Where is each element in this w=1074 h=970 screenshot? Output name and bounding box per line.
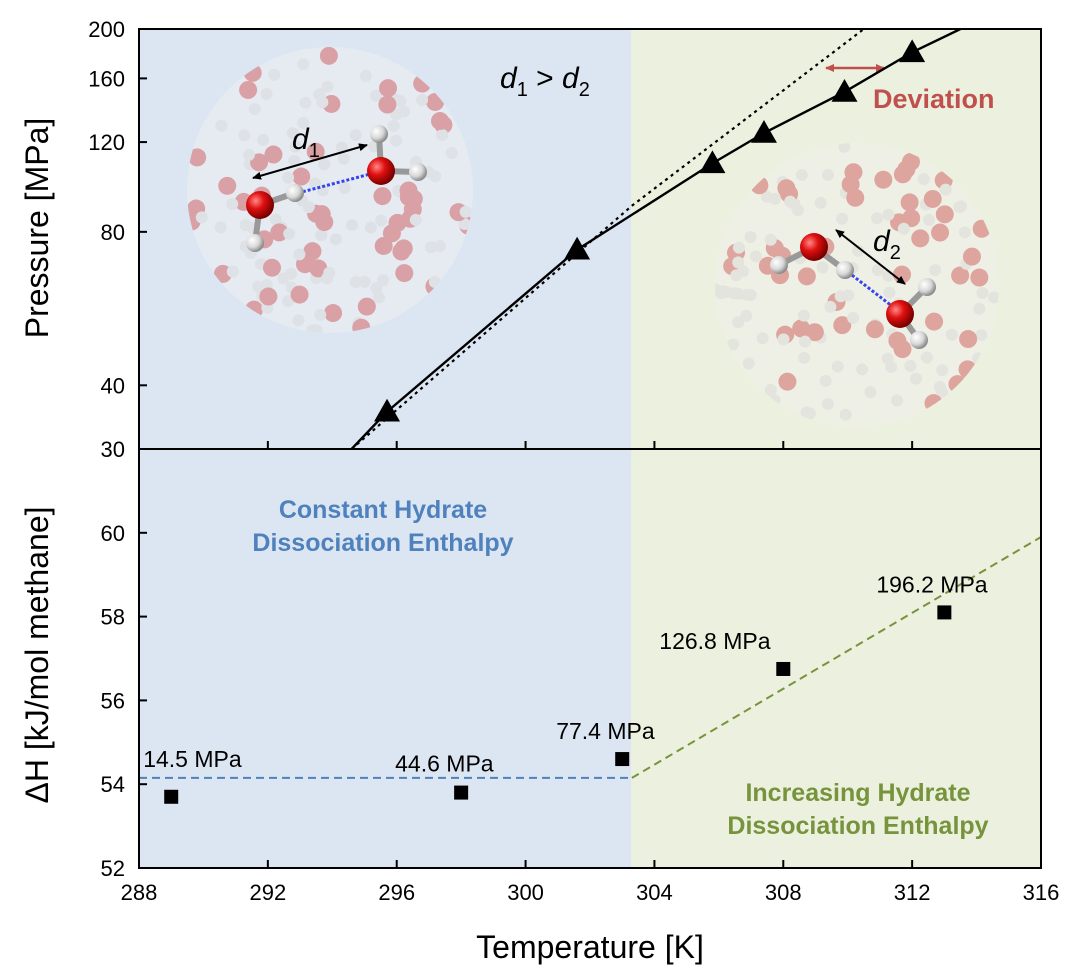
bottom-y-tick-label-1: 54 [101,772,125,797]
square-marker-0 [164,789,179,804]
square-marker-2 [615,752,630,767]
triangle-marker-0 [374,398,401,422]
triangle-marker-4 [831,78,858,102]
x-tick-label-1: 292 [249,880,286,905]
x-tick-label-0: 288 [121,880,158,905]
point-label-0: 14.5 MPa [143,746,242,772]
x-tick-label-3: 300 [507,880,544,905]
point-label-1: 44.6 MPa [395,751,494,777]
bottom-y-axis-title: ΔH [kJ/mol methane] [19,506,55,803]
bottom-y-tick-label-4: 60 [101,521,125,546]
dotted-line [350,29,865,449]
axes-frame: 288 292 296 300 304 308 312 316 30 40 80 120 160 200 5… [88,17,1059,905]
point-label-2: 77.4 MPa [556,718,655,744]
solid-line [350,29,961,449]
constant-region-label: Constant Hydrate Dissociation Enthalpy [252,496,513,557]
bottom-y-tick-label-2: 56 [101,688,125,713]
top-y-tick-label-1: 40 [101,373,125,398]
x-tick-label-2: 296 [378,880,415,905]
square-marker-4 [937,605,952,620]
increasing-region-label: Increasing Hydrate Dissociation Enthalpy [727,779,988,840]
pressure-plot [350,29,961,449]
top-y-tick-label-2: 80 [101,220,125,245]
x-tick-label-5: 308 [765,880,802,905]
top-y-tick-label-5: 200 [88,17,125,42]
water-pair-left [246,125,427,252]
bottom-y-tick-label-0: 52 [101,856,125,881]
square-marker-3 [776,661,791,676]
top-y-tick-label-0: 30 [101,437,125,462]
bottom-y-tick-label-3: 58 [101,605,125,630]
triangle-marker-3 [750,120,777,143]
x-tick-label-6: 312 [894,880,931,905]
square-marker-1 [454,785,469,800]
inequality-label: d1 > d2 [500,62,590,101]
triangle-marker-2 [699,150,726,174]
x-axis-title: Temperature [K] [476,929,704,965]
triangle-marker-5 [899,39,926,63]
molecule-inset-right [715,143,999,427]
top-y-tick-label-3: 120 [88,130,125,155]
water-pair-right [770,233,936,349]
point-label-4: 196.2 MPa [876,571,987,597]
x-tick-label-4: 304 [636,880,673,905]
d1-arrow [252,143,368,180]
deviation-label: Deviation [873,84,995,114]
d2-arrow [835,229,906,285]
top-y-axis-title: Pressure [MPa] [19,118,55,339]
enthalpy-plot: 14.5 MPa 44.6 MPa 77.4 MPa 126.8 MPa 196.2 M… [139,536,1042,804]
point-label-3: 126.8 MPa [659,628,770,654]
top-y-tick-label-4: 160 [88,66,125,91]
triangle-marker-1 [564,236,591,260]
x-tick-label-7: 316 [1023,880,1060,905]
increasing-trend-line [631,536,1042,779]
